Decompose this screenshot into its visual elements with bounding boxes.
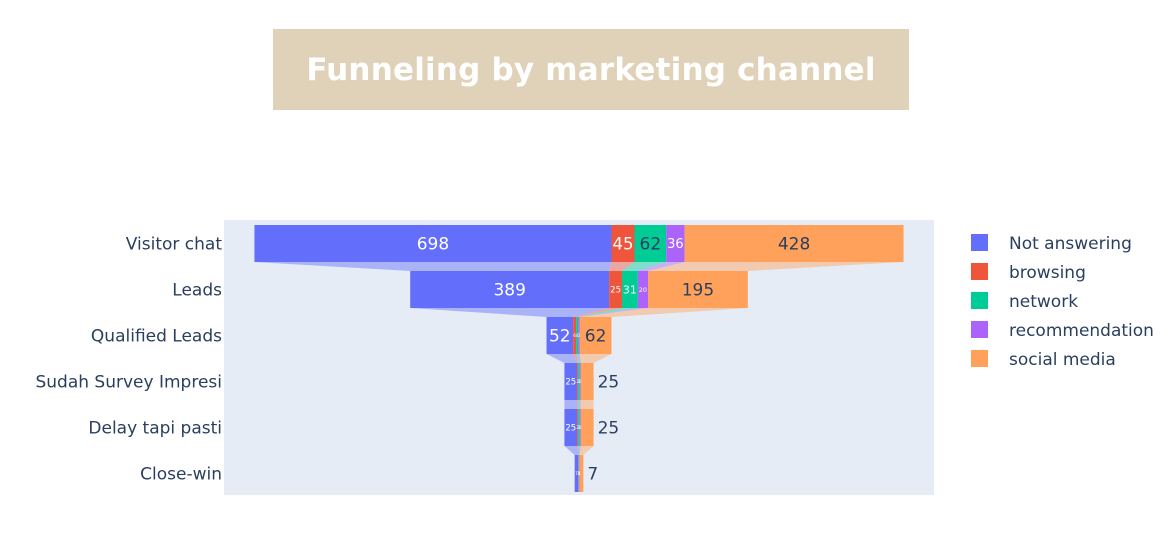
legend-swatch <box>971 263 988 280</box>
legend-swatch <box>971 321 988 338</box>
legend-item-network[interactable]: network <box>971 292 1078 312</box>
funnel-value-recommendation: 2 <box>579 379 582 384</box>
funnel-value-not-answering: 25 <box>565 378 576 388</box>
funnel-value-social-media: 25 <box>598 373 620 393</box>
legend-swatch <box>971 234 988 251</box>
funnel-connector-not-answering <box>564 400 577 409</box>
funnel-bar-social-media[interactable] <box>581 363 594 400</box>
funnel-value-not-answering: 52 <box>549 327 571 347</box>
category-label: Qualified Leads <box>91 327 222 347</box>
legend-label: social media <box>1009 350 1116 370</box>
funnel-value-social-media: 25 <box>598 419 620 439</box>
funnel-value-social-media: 7 <box>587 465 598 485</box>
funnel-value-network: 62 <box>640 235 662 255</box>
legend-label: browsing <box>1009 263 1086 283</box>
legend-item-recommendation[interactable]: recommendation <box>971 321 1154 341</box>
category-label: Close-win <box>140 465 222 485</box>
legend-item-browsing[interactable]: browsing <box>971 263 1086 283</box>
funnel-value-not-answering: 698 <box>417 235 449 255</box>
funnel-category-labels: Visitor chat Leads Qualified Leads Sudah Su… <box>35 235 222 485</box>
funnel-bar-social-media[interactable] <box>581 409 594 446</box>
funnel-value-recommendation: 2 <box>579 425 582 430</box>
legend-swatch <box>971 292 988 309</box>
funnel-connector-social-media <box>581 400 594 409</box>
funnel-value-social-media: 195 <box>682 281 714 301</box>
legend-item-not-answering[interactable]: Not answering <box>971 234 1132 254</box>
funnel-value-recommendation: 1 <box>578 471 581 476</box>
legend-item-social-media[interactable]: social media <box>971 350 1116 370</box>
category-label: Sudah Survey Impresi <box>35 373 222 393</box>
legend-swatch <box>971 350 988 367</box>
legend-label: Not answering <box>1009 234 1132 254</box>
funnel-connector-browsing <box>577 400 578 409</box>
category-label: Leads <box>172 281 222 301</box>
funnel-value-recommendation: 3 <box>578 333 581 338</box>
funnel-value-browsing: 25 <box>610 286 621 296</box>
funnel-value-social-media: 428 <box>778 235 810 255</box>
funnel-value-not-answering: 389 <box>493 281 525 301</box>
category-label: Visitor chat <box>126 235 223 255</box>
funnel-value-recommendation: 36 <box>667 237 684 252</box>
legend-label: recommendation <box>1009 321 1154 341</box>
legend[interactable]: Not answering browsing network recommendati… <box>971 234 1154 370</box>
funnel-value-browsing: 45 <box>612 234 633 253</box>
funnel-connector-recommendation <box>580 400 581 409</box>
category-label: Delay tapi pasti <box>88 419 222 439</box>
funnel-value-recommendation: 20 <box>639 286 647 294</box>
funnel-connector-network <box>578 400 580 409</box>
funnel-value-network: 31 <box>623 283 637 296</box>
funnel-value-social-media: 62 <box>585 327 607 347</box>
legend-label: network <box>1009 292 1078 312</box>
funnel-value-not-answering: 25 <box>565 424 576 434</box>
